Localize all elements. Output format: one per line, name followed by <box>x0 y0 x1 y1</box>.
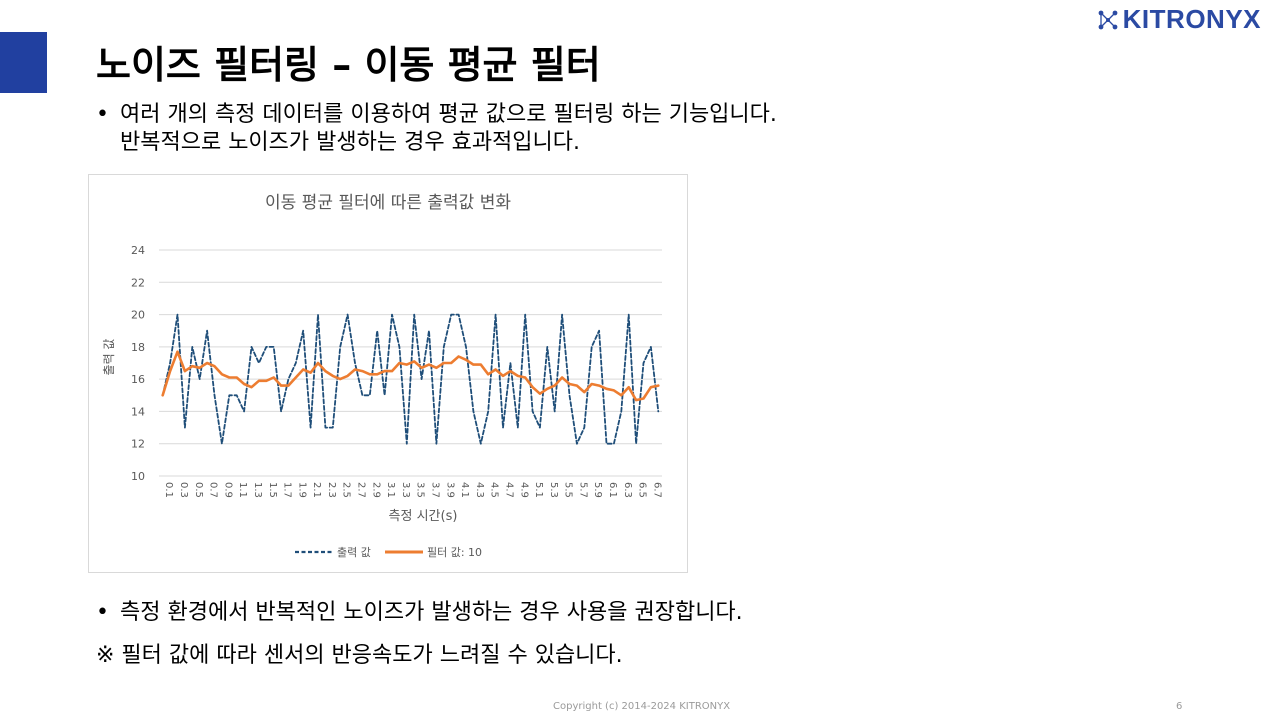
x-tick-label: 0.3 <box>178 482 189 498</box>
legend-label-filter: 필터 값: 10 <box>427 546 482 559</box>
bullet-marker: • <box>96 600 109 625</box>
x-tick-label: 2.9 <box>370 482 381 498</box>
x-tick-label: 1.1 <box>237 482 248 498</box>
y-tick-label: 10 <box>131 470 145 483</box>
x-tick-label: 6.7 <box>651 482 662 498</box>
moving-average-chart: 이동 평균 필터에 따른 출력값 변화 10 12 14 16 18 20 22 24 0.1… <box>88 174 688 573</box>
y-tick-label: 16 <box>131 373 145 386</box>
x-tick-label: 4.9 <box>518 482 529 498</box>
x-tick-label: 2.5 <box>341 482 352 498</box>
y-axis-ticks: 10 12 14 16 18 20 22 24 <box>131 244 145 483</box>
intro-bullets: • 여러 개의 측정 데이터를 이용하여 평균 값으로 필터링 하는 기능입니다… <box>96 101 777 157</box>
bullet-text-line-2: 반복적으로 노이즈가 발생하는 경우 효과적입니다. <box>120 130 581 155</box>
bullet-marker: • <box>96 102 109 127</box>
x-tick-label: 5.9 <box>592 482 603 498</box>
x-tick-label: 5.3 <box>548 482 559 498</box>
chart-svg: 이동 평균 필터에 따른 출력값 변화 10 12 14 16 18 20 22 24 0.1… <box>102 193 662 559</box>
x-tick-label: 2.1 <box>311 482 322 498</box>
x-tick-label: 0.9 <box>222 482 233 498</box>
x-tick-label: 6.3 <box>622 482 633 498</box>
chart-title: 이동 평균 필터에 따른 출력값 변화 <box>265 193 511 213</box>
x-tick-label: 0.7 <box>208 482 219 498</box>
slide-title: 노이즈 필터링 – 이동 평균 필터 <box>96 43 601 87</box>
x-tick-label: 5.5 <box>563 482 574 498</box>
y-tick-label: 24 <box>131 244 145 257</box>
y-tick-label: 20 <box>131 309 145 322</box>
x-tick-label: 4.5 <box>489 482 500 498</box>
x-tick-label: 3.9 <box>444 482 455 498</box>
x-tick-label: 4.3 <box>474 482 485 498</box>
legend-label-output: 출력 값 <box>337 546 371 559</box>
x-tick-label: 2.3 <box>326 482 337 498</box>
x-tick-label: 4.1 <box>459 482 470 498</box>
x-tick-label: 6.5 <box>637 482 648 498</box>
recommendation-text: 측정 환경에서 반복적인 노이즈가 발생하는 경우 사용을 권장합니다. <box>120 600 743 625</box>
x-tick-label: 4.7 <box>503 482 514 498</box>
y-tick-label: 12 <box>131 438 145 451</box>
brand-logo: KITRONYX <box>1097 4 1261 35</box>
x-tick-label: 3.3 <box>400 482 411 498</box>
warning-note: ※ 필터 값에 따라 센서의 반응속도가 느려질 수 있습니다. <box>96 643 623 668</box>
x-tick-label: 3.1 <box>385 482 396 498</box>
bullet-text-line-1: 여러 개의 측정 데이터를 이용하여 평균 값으로 필터링 하는 기능입니다. <box>120 102 777 127</box>
title-accent-bar <box>0 32 47 93</box>
y-tick-label: 22 <box>131 276 145 289</box>
x-tick-label: 1.7 <box>282 482 293 498</box>
x-tick-label: 2.7 <box>356 482 367 498</box>
x-tick-label: 3.5 <box>415 482 426 498</box>
x-tick-label: 1.9 <box>296 482 307 498</box>
series-lines <box>161 313 660 445</box>
y-tick-label: 14 <box>131 405 145 418</box>
y-tick-label: 18 <box>131 341 145 354</box>
x-tick-label: 1.3 <box>252 482 263 498</box>
x-tick-label: 6.1 <box>607 482 618 498</box>
x-tick-label: 0.5 <box>193 482 204 498</box>
x-tick-label: 1.5 <box>267 482 278 498</box>
x-axis-label: 측정 시간(s) <box>389 509 458 524</box>
bullet-continuation: 반복적으로 노이즈가 발생하는 경우 효과적입니다. <box>96 129 777 157</box>
x-tick-label: 3.7 <box>429 482 440 498</box>
series-line-filter <box>161 350 660 402</box>
series-line-output <box>161 313 660 445</box>
x-tick-label: 0.1 <box>163 482 174 498</box>
x-tick-label: 5.1 <box>533 482 544 498</box>
chart-legend: 출력 값 필터 값: 10 <box>295 546 482 559</box>
recommendation-bullet: • 측정 환경에서 반복적인 노이즈가 발생하는 경우 사용을 권장합니다. <box>96 594 743 626</box>
page-number: 6 <box>1176 701 1183 712</box>
x-tick-label: 5.7 <box>577 482 588 498</box>
network-nodes-icon <box>1098 10 1118 29</box>
logo-text: KITRONYX <box>1122 4 1261 34</box>
copyright-text: Copyright (c) 2014-2024 KITRONYX <box>553 701 731 712</box>
x-axis-ticks: 0.1 0.3 0.5 0.7 0.9 1.1 1.3 1.5 1.7 1.9 2.1 2.3 2.5 2… <box>163 482 662 498</box>
y-axis-label: 출력 값 <box>102 339 116 376</box>
bullet-item: • 여러 개의 측정 데이터를 이용하여 평균 값으로 필터링 하는 기능입니다… <box>96 101 777 129</box>
